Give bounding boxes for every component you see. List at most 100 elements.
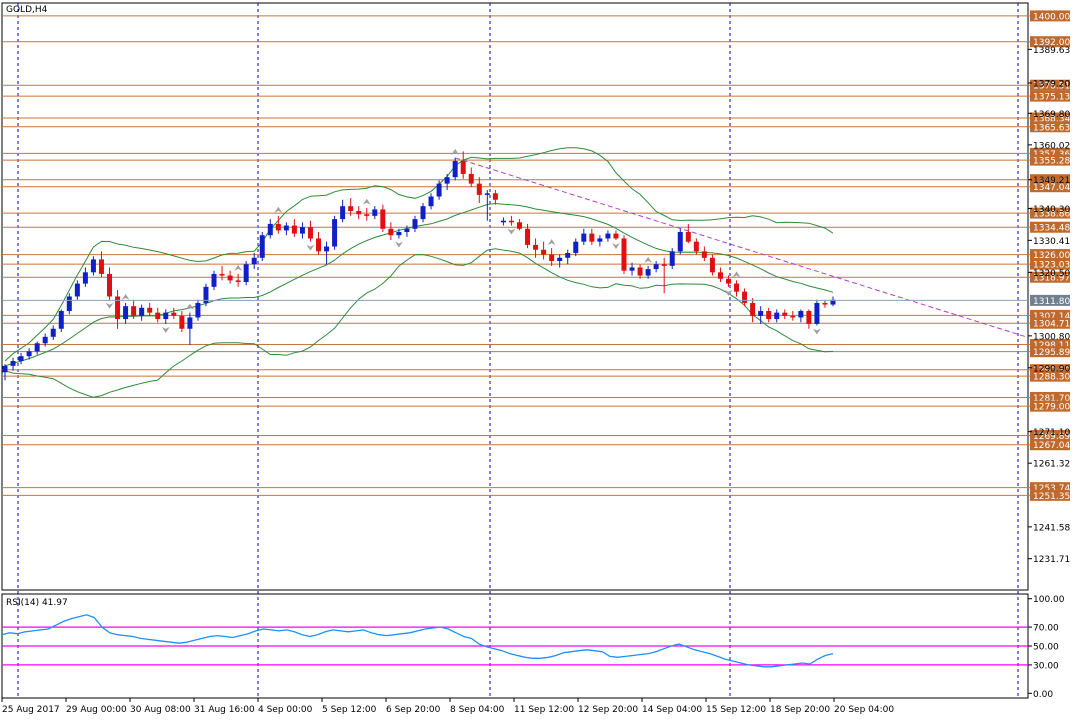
candle-body xyxy=(565,252,571,258)
candle-body xyxy=(581,233,587,242)
price-tick-label: 1241.58 xyxy=(1033,523,1070,533)
candle-body xyxy=(557,257,563,262)
time-tick-label: 14 Sep 04:00 xyxy=(642,705,702,715)
level-label: 1279.00 xyxy=(1033,403,1070,413)
level-label: 1288.30 xyxy=(1033,373,1070,383)
candle-body xyxy=(541,249,547,255)
time-tick-label: 5 Sep 12:00 xyxy=(322,705,377,715)
level-tag xyxy=(1030,154,1070,166)
candle-body xyxy=(66,296,72,312)
time-tick-label: 6 Sep 20:00 xyxy=(386,705,441,715)
candle-body xyxy=(677,231,683,252)
candle-body xyxy=(589,233,595,242)
candle-body xyxy=(758,311,764,316)
time-tick-label: 25 Aug 2017 xyxy=(2,705,60,715)
candle-body xyxy=(211,273,217,287)
candle-body xyxy=(388,228,394,236)
candle-body xyxy=(50,328,56,337)
candle-body xyxy=(412,219,418,229)
fractal-up-icon xyxy=(362,198,371,205)
level-tag xyxy=(1030,181,1070,193)
candle-body xyxy=(396,231,402,236)
candle-body xyxy=(90,259,96,273)
candle-body xyxy=(701,251,707,258)
level-label: 1281.70 xyxy=(1033,394,1070,404)
candle-body xyxy=(291,225,297,234)
price-tick-label: 1349.21 xyxy=(1033,176,1070,186)
candle-body xyxy=(766,311,772,320)
candle-body xyxy=(605,233,611,239)
candle-body xyxy=(484,193,490,195)
time-tick-label: 20 Sep 04:00 xyxy=(834,705,894,715)
candle-body xyxy=(171,312,177,316)
candle-body xyxy=(790,315,796,318)
fractal-down-icon xyxy=(812,328,821,335)
price-tick-label: 1360.02 xyxy=(1033,141,1070,151)
time-tick-label: 29 Aug 00:00 xyxy=(66,705,127,715)
fractal-down-icon xyxy=(161,326,170,333)
level-label: 1375.13 xyxy=(1033,93,1070,103)
price-tick-label: 1231.71 xyxy=(1033,555,1070,565)
candle-body xyxy=(195,302,201,318)
level-label: 1295.89 xyxy=(1033,348,1070,358)
candle-body xyxy=(597,238,603,242)
candle-body xyxy=(340,206,346,220)
level-label: 1334.48 xyxy=(1033,224,1070,234)
level-tag xyxy=(1030,489,1070,501)
candle-body xyxy=(155,312,161,320)
candle-body xyxy=(299,227,305,234)
time-tick-label: 18 Sep 20:00 xyxy=(770,705,830,715)
rsi-line xyxy=(1,614,834,668)
candle-body xyxy=(621,238,627,271)
candle-body xyxy=(774,312,780,320)
fractal-down-icon xyxy=(611,243,620,250)
level-label: 1298.11 xyxy=(1033,341,1070,351)
price-tick-label: 1389.63 xyxy=(1033,46,1070,56)
level-tag xyxy=(1030,207,1070,219)
price-tick-label: 1320.50 xyxy=(1033,269,1070,279)
rsi-tick-label: 50.00 xyxy=(1033,643,1059,653)
candle-body xyxy=(476,183,482,195)
candle-body xyxy=(364,214,370,216)
rsi-tick-label: 30.00 xyxy=(1033,661,1059,671)
candle-body xyxy=(219,273,225,276)
level-label: 1307.14 xyxy=(1033,312,1070,322)
candle-body xyxy=(653,264,659,270)
candle-body xyxy=(533,244,539,250)
level-label: 1355.28 xyxy=(1033,157,1070,167)
candle-body xyxy=(10,361,16,366)
candle-body xyxy=(637,267,643,276)
level-tag xyxy=(1030,258,1070,270)
candle-body xyxy=(420,206,426,220)
time-tick-label: 15 Sep 12:00 xyxy=(706,705,766,715)
level-tag xyxy=(1030,370,1070,382)
candle-body xyxy=(549,254,555,262)
fractal-up-icon xyxy=(547,239,556,246)
time-tick-label: 8 Sep 04:00 xyxy=(450,705,505,715)
candle-body xyxy=(179,315,185,329)
level-tag xyxy=(1030,317,1070,329)
candle-body xyxy=(235,280,241,282)
candle-body xyxy=(725,278,731,284)
level-tag xyxy=(1030,147,1070,159)
candle-body xyxy=(613,233,619,239)
candle-body xyxy=(516,222,522,229)
level-label: 1267.04 xyxy=(1033,441,1070,451)
fractal-down-icon xyxy=(394,241,403,248)
fractal-up-icon xyxy=(234,264,243,271)
level-tag xyxy=(1030,346,1070,358)
fractal-up-icon xyxy=(121,293,130,300)
candle-body xyxy=(275,223,281,231)
candle-body xyxy=(307,227,313,239)
candle-body xyxy=(525,228,531,245)
candle-body xyxy=(822,302,828,305)
candle-body xyxy=(709,257,715,273)
candle-body xyxy=(645,269,651,276)
chart-title: GOLD,H4 xyxy=(6,5,48,15)
candle-body xyxy=(259,235,265,258)
time-tick-label: 12 Sep 20:00 xyxy=(578,705,638,715)
level-label: 1326.00 xyxy=(1033,251,1070,261)
candle-body xyxy=(798,311,804,318)
fractal-down-icon xyxy=(724,289,733,296)
time-tick-label: 4 Sep 00:00 xyxy=(258,705,313,715)
